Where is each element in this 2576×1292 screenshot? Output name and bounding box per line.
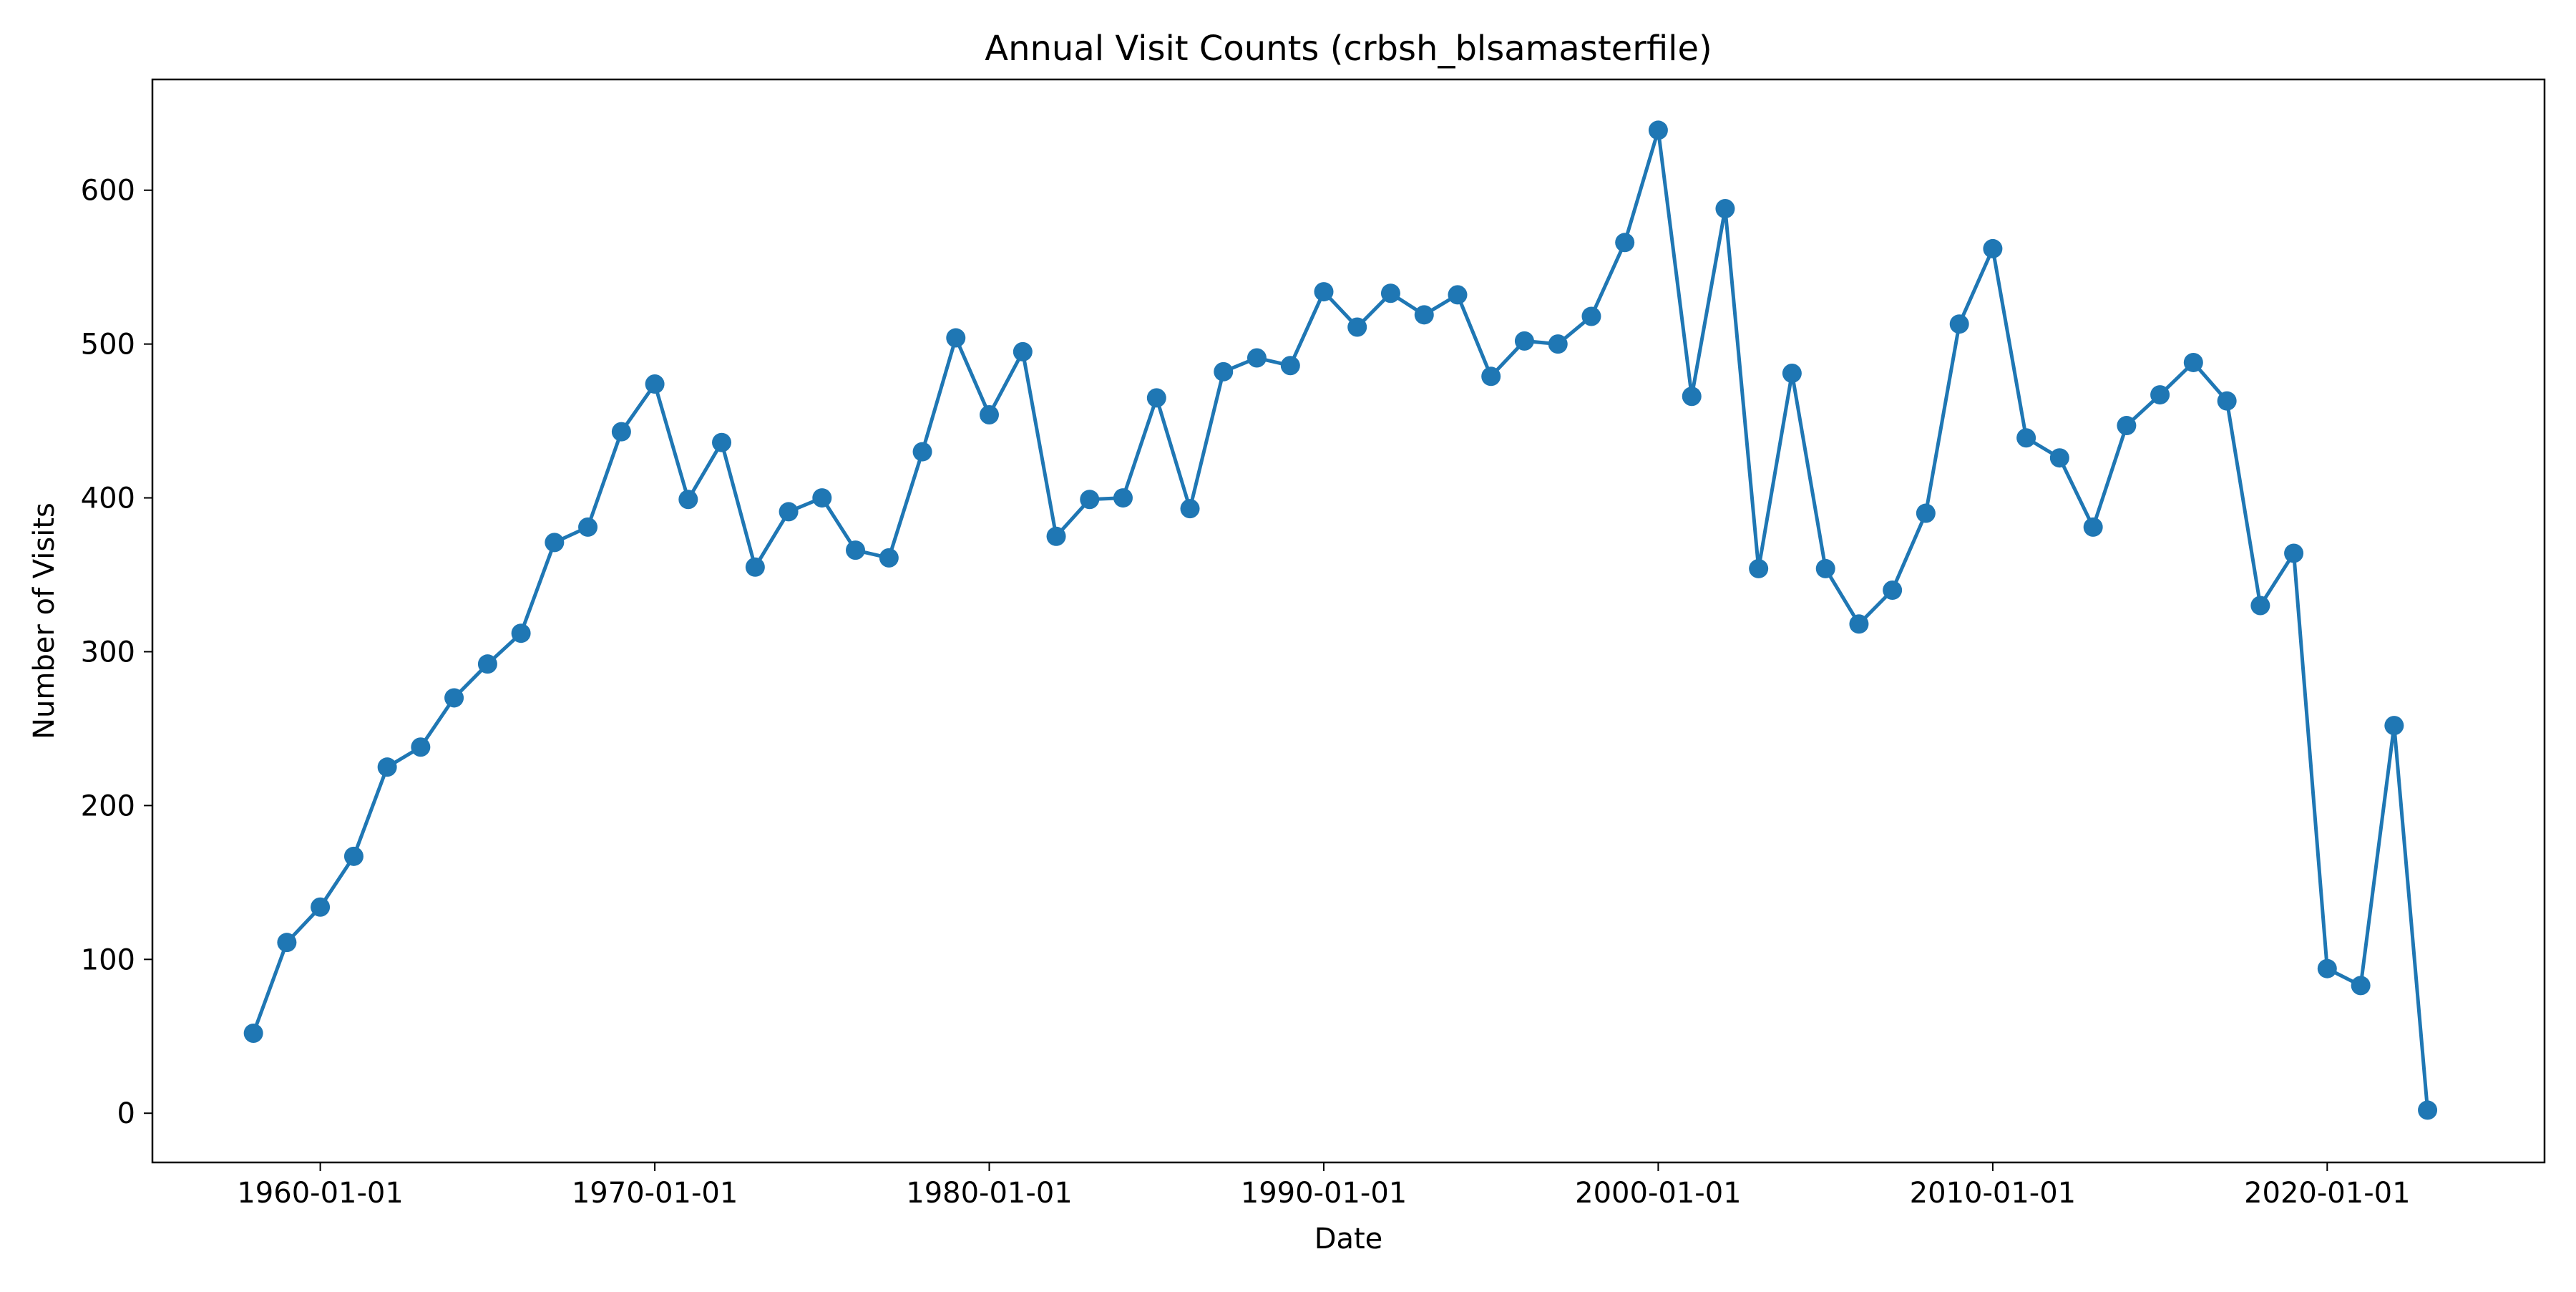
data-point [2250, 596, 2270, 616]
data-point [946, 328, 966, 348]
data-point [1080, 490, 1100, 510]
data-point [2384, 716, 2404, 736]
data-point [1113, 488, 1133, 508]
data-point [2317, 958, 2337, 978]
data-point [1648, 120, 1668, 140]
data-point [277, 933, 297, 953]
y-tick-label: 200 [81, 790, 135, 822]
data-point [1782, 363, 1802, 383]
data-point [2351, 976, 2371, 996]
data-point [2217, 391, 2237, 411]
data-point [243, 1023, 263, 1043]
data-point [2117, 416, 2137, 436]
y-tick-label: 100 [81, 943, 135, 976]
data-point [1815, 558, 1835, 578]
data-point [545, 533, 565, 553]
data-point [2150, 385, 2170, 405]
data-point [1314, 282, 1334, 302]
x-tick-label: 2020-01-01 [2244, 1177, 2410, 1210]
data-point [1715, 199, 1735, 219]
data-point [712, 432, 732, 452]
data-point [1414, 305, 1434, 325]
data-point [1380, 283, 1400, 303]
data-point [1849, 614, 1869, 634]
data-point [812, 488, 832, 508]
plot-area [243, 120, 2438, 1120]
data-point [2083, 517, 2103, 537]
data-point [1013, 341, 1033, 361]
data-point [1046, 526, 1066, 546]
x-tick-label: 2010-01-01 [1910, 1177, 2076, 1210]
data-point [1146, 388, 1166, 408]
series-line [251, 128, 2430, 1112]
data-point [2418, 1100, 2438, 1120]
data-point [779, 502, 799, 522]
y-tick-label: 400 [81, 482, 135, 515]
data-point [1615, 233, 1635, 253]
data-point [745, 557, 765, 577]
x-tick-label: 1970-01-01 [572, 1177, 738, 1210]
data-point [311, 897, 331, 917]
x-axis-ticks: 1960-01-01 1970-01-01 1980-01-01 1990-01-01… [237, 1162, 2411, 1210]
data-point [979, 405, 999, 425]
data-point [377, 757, 397, 777]
data-point [1347, 317, 1367, 337]
data-point [678, 490, 698, 510]
x-tick-label: 1980-01-01 [906, 1177, 1072, 1210]
y-axis-ticks: 0 100 200 300 400 500 600 [81, 175, 152, 1130]
data-point [1448, 285, 1468, 305]
data-point [511, 623, 531, 643]
data-point [2049, 448, 2069, 468]
x-tick-label: 1960-01-01 [237, 1177, 403, 1210]
data-point [1682, 387, 1702, 407]
data-point [1180, 499, 1200, 519]
data-point [444, 688, 464, 708]
data-point [1514, 331, 1534, 351]
data-point [1280, 356, 1300, 376]
data-point [645, 374, 665, 394]
data-point [1481, 366, 1501, 387]
axes-frame [151, 78, 2546, 1164]
data-point [1581, 306, 1601, 326]
data-point [1983, 238, 2003, 258]
data-point [1883, 581, 1903, 601]
y-tick-label: 500 [81, 329, 135, 361]
data-point [477, 654, 497, 674]
data-point [2183, 352, 2203, 372]
y-axis-label: Number of Visits [28, 502, 61, 739]
data-point [1916, 503, 1936, 523]
data-point [411, 737, 431, 757]
data-point [1214, 361, 1234, 382]
x-axis-label: Date [1314, 1223, 1383, 1255]
y-tick-label: 0 [117, 1097, 135, 1130]
x-tick-label: 2000-01-01 [1575, 1177, 1741, 1210]
data-point [578, 517, 598, 537]
data-point [879, 548, 899, 568]
data-point [846, 540, 866, 560]
data-point [1749, 558, 1769, 578]
chart-title: Annual Visit Counts (crbsh_blsamasterfil… [985, 29, 1712, 69]
x-tick-label: 1990-01-01 [1241, 1177, 1407, 1210]
data-point [912, 442, 932, 462]
data-point [343, 846, 364, 866]
data-point [2016, 428, 2036, 448]
y-tick-label: 300 [81, 636, 135, 669]
y-tick-label: 600 [81, 175, 135, 208]
data-point [1246, 348, 1267, 368]
data-point [1548, 334, 1568, 354]
data-point [2284, 543, 2304, 563]
data-point [1949, 314, 1969, 334]
data-point [611, 422, 631, 442]
